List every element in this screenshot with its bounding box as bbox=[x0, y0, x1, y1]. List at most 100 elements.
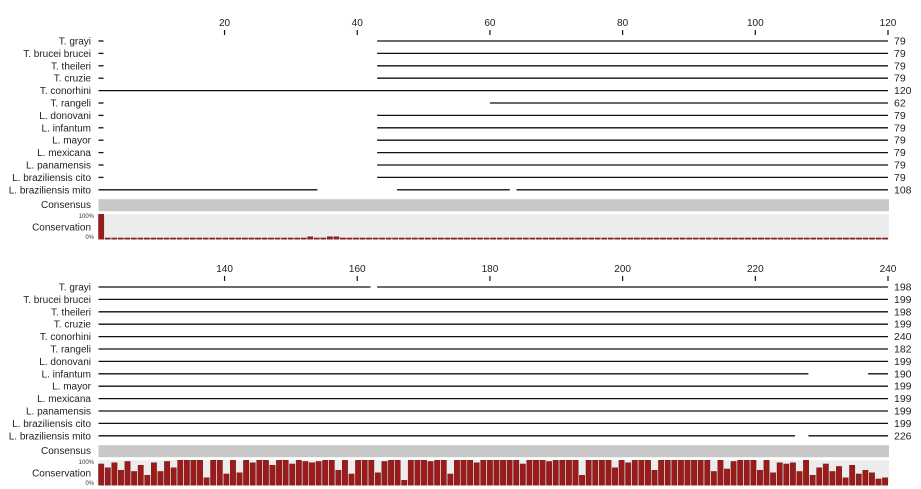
conservation-bar bbox=[822, 463, 829, 486]
sequence-length: 79 bbox=[894, 48, 906, 60]
sequence-name: T. rangeli bbox=[50, 99, 91, 110]
conservation-bar bbox=[209, 237, 216, 240]
conservation-bar bbox=[664, 460, 671, 486]
conservation-bar bbox=[738, 237, 745, 240]
sequence-row: L. infantum 190 bbox=[42, 368, 912, 380]
conservation-bar bbox=[618, 460, 625, 486]
conservation-bar bbox=[651, 470, 658, 486]
conservation-bar bbox=[552, 460, 559, 486]
conservation-bar bbox=[282, 460, 289, 486]
sequence-row: L. mayor 199 bbox=[52, 381, 912, 393]
conservation-bar bbox=[559, 460, 566, 486]
sequence-row: L. donovani 79 bbox=[39, 110, 906, 122]
conservation-bar bbox=[177, 460, 184, 486]
conservation-bar bbox=[575, 237, 581, 240]
sequence-row: T. conorhini 240 bbox=[40, 331, 912, 343]
conservation-bar bbox=[486, 460, 493, 486]
conservation-bar bbox=[196, 237, 203, 240]
sequence-length: 79 bbox=[894, 160, 906, 172]
conservation-bar bbox=[333, 236, 340, 240]
conservation-bar bbox=[751, 237, 758, 240]
sequence-length: 79 bbox=[894, 172, 906, 184]
conservation-bar bbox=[757, 470, 763, 486]
conservation-bar bbox=[104, 237, 111, 240]
conservation-bar bbox=[730, 461, 737, 486]
conservation-bar bbox=[287, 237, 294, 240]
conservation-bar bbox=[98, 213, 105, 240]
conservation-bar bbox=[705, 237, 712, 240]
sequence-name: L. mexicana bbox=[37, 148, 91, 159]
conservation-bar bbox=[519, 463, 526, 486]
conservation-bar bbox=[262, 460, 269, 486]
conservation-bar bbox=[235, 237, 242, 240]
conservation-bar bbox=[202, 237, 209, 240]
sequence-row: T. rangeli 62 bbox=[50, 98, 905, 110]
conservation-bar bbox=[434, 460, 441, 486]
conservation-bar bbox=[783, 463, 790, 486]
conservation-bar bbox=[500, 460, 506, 486]
conservation-bar bbox=[460, 460, 467, 486]
sequence-row: T. brucei brucei 79 bbox=[23, 48, 906, 60]
conservation-bar bbox=[111, 237, 118, 240]
conservation-bar bbox=[249, 462, 256, 486]
conservation-bar bbox=[562, 237, 568, 240]
sequence-name: L. donovani bbox=[39, 357, 91, 368]
conservation-bar bbox=[261, 237, 268, 240]
conservation-bar bbox=[717, 460, 724, 486]
consensus-label: Consensus bbox=[41, 200, 91, 211]
conservation-bar bbox=[849, 237, 856, 240]
conservation-bar bbox=[326, 236, 333, 240]
sequence-length: 226 bbox=[894, 430, 912, 442]
sequence-length: 199 bbox=[894, 294, 912, 306]
conservation-bar bbox=[568, 237, 575, 240]
conservation-bar bbox=[236, 472, 243, 486]
sequence-length: 198 bbox=[894, 306, 912, 318]
sequence-name: L. mexicana bbox=[37, 394, 91, 405]
sequence-row: T. grayi 198 bbox=[59, 282, 912, 294]
sequence-length: 198 bbox=[894, 282, 912, 294]
conservation-bar bbox=[529, 237, 536, 240]
conservation-bar bbox=[183, 237, 189, 240]
conservation-bar bbox=[809, 475, 816, 486]
sequence-length: 79 bbox=[894, 147, 906, 159]
sequence-name: L. panamensis bbox=[26, 161, 91, 172]
conservation-bar bbox=[359, 237, 366, 240]
conservation-bar bbox=[385, 237, 392, 240]
sequence-length: 199 bbox=[894, 356, 912, 368]
conservation-bar bbox=[418, 237, 425, 240]
conservation-bar bbox=[572, 460, 579, 486]
conservation-bar bbox=[718, 237, 725, 240]
conservation-bar bbox=[764, 237, 771, 240]
conservation-bar bbox=[248, 237, 255, 240]
conservation-bar bbox=[737, 460, 744, 486]
sequence-length: 79 bbox=[894, 122, 906, 134]
sequence-length: 79 bbox=[894, 73, 906, 85]
sequence-length: 199 bbox=[894, 393, 912, 405]
conservation-bar bbox=[842, 477, 849, 486]
conservation-bar bbox=[875, 478, 882, 486]
conservation-bar bbox=[710, 471, 717, 486]
sequence-row: L. braziliensis cito 199 bbox=[12, 418, 912, 430]
conservation-bar bbox=[268, 237, 274, 240]
sequence-row: L. mexicana 199 bbox=[37, 393, 912, 405]
conservation-bar bbox=[875, 237, 882, 240]
sequence-name: T. grayi bbox=[59, 37, 91, 48]
conservation-bar bbox=[411, 237, 418, 240]
conservation-bar bbox=[771, 237, 777, 240]
sequence-length: 79 bbox=[894, 135, 906, 147]
conservation-bar bbox=[144, 475, 151, 486]
sequence-row: L. braziliensis mito 108 bbox=[9, 184, 912, 196]
conservation-bar bbox=[111, 462, 118, 486]
conservation-label: Conservation bbox=[32, 469, 91, 480]
conservation-bar bbox=[328, 460, 335, 486]
conservation-bar bbox=[803, 237, 810, 240]
conservation-bar bbox=[124, 237, 131, 240]
conservation-bar bbox=[457, 237, 464, 240]
conservation-bar bbox=[763, 460, 770, 486]
conservation-bar bbox=[549, 237, 555, 240]
conservation-bar bbox=[170, 467, 177, 486]
conservation-bar bbox=[355, 460, 362, 486]
conservation-bar bbox=[320, 237, 327, 240]
conservation-bar bbox=[647, 237, 653, 240]
sequence-name: T. brucei brucei bbox=[23, 295, 91, 306]
